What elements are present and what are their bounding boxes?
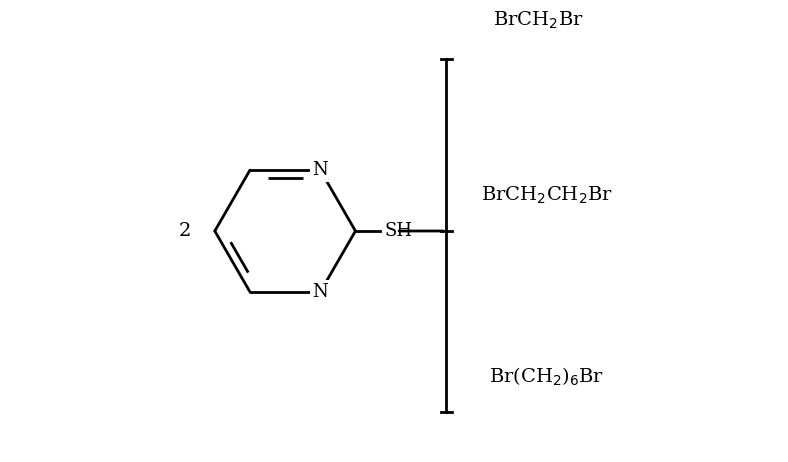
Text: N: N — [312, 283, 328, 301]
Text: BrCH$_2$Br: BrCH$_2$Br — [492, 10, 583, 31]
Text: 2: 2 — [179, 222, 191, 240]
Text: SH: SH — [384, 222, 412, 240]
Text: Br(CH$_2$)$_6$Br: Br(CH$_2$)$_6$Br — [489, 365, 604, 388]
Text: BrCH$_2$CH$_2$Br: BrCH$_2$CH$_2$Br — [481, 185, 613, 206]
Text: N: N — [312, 161, 328, 179]
